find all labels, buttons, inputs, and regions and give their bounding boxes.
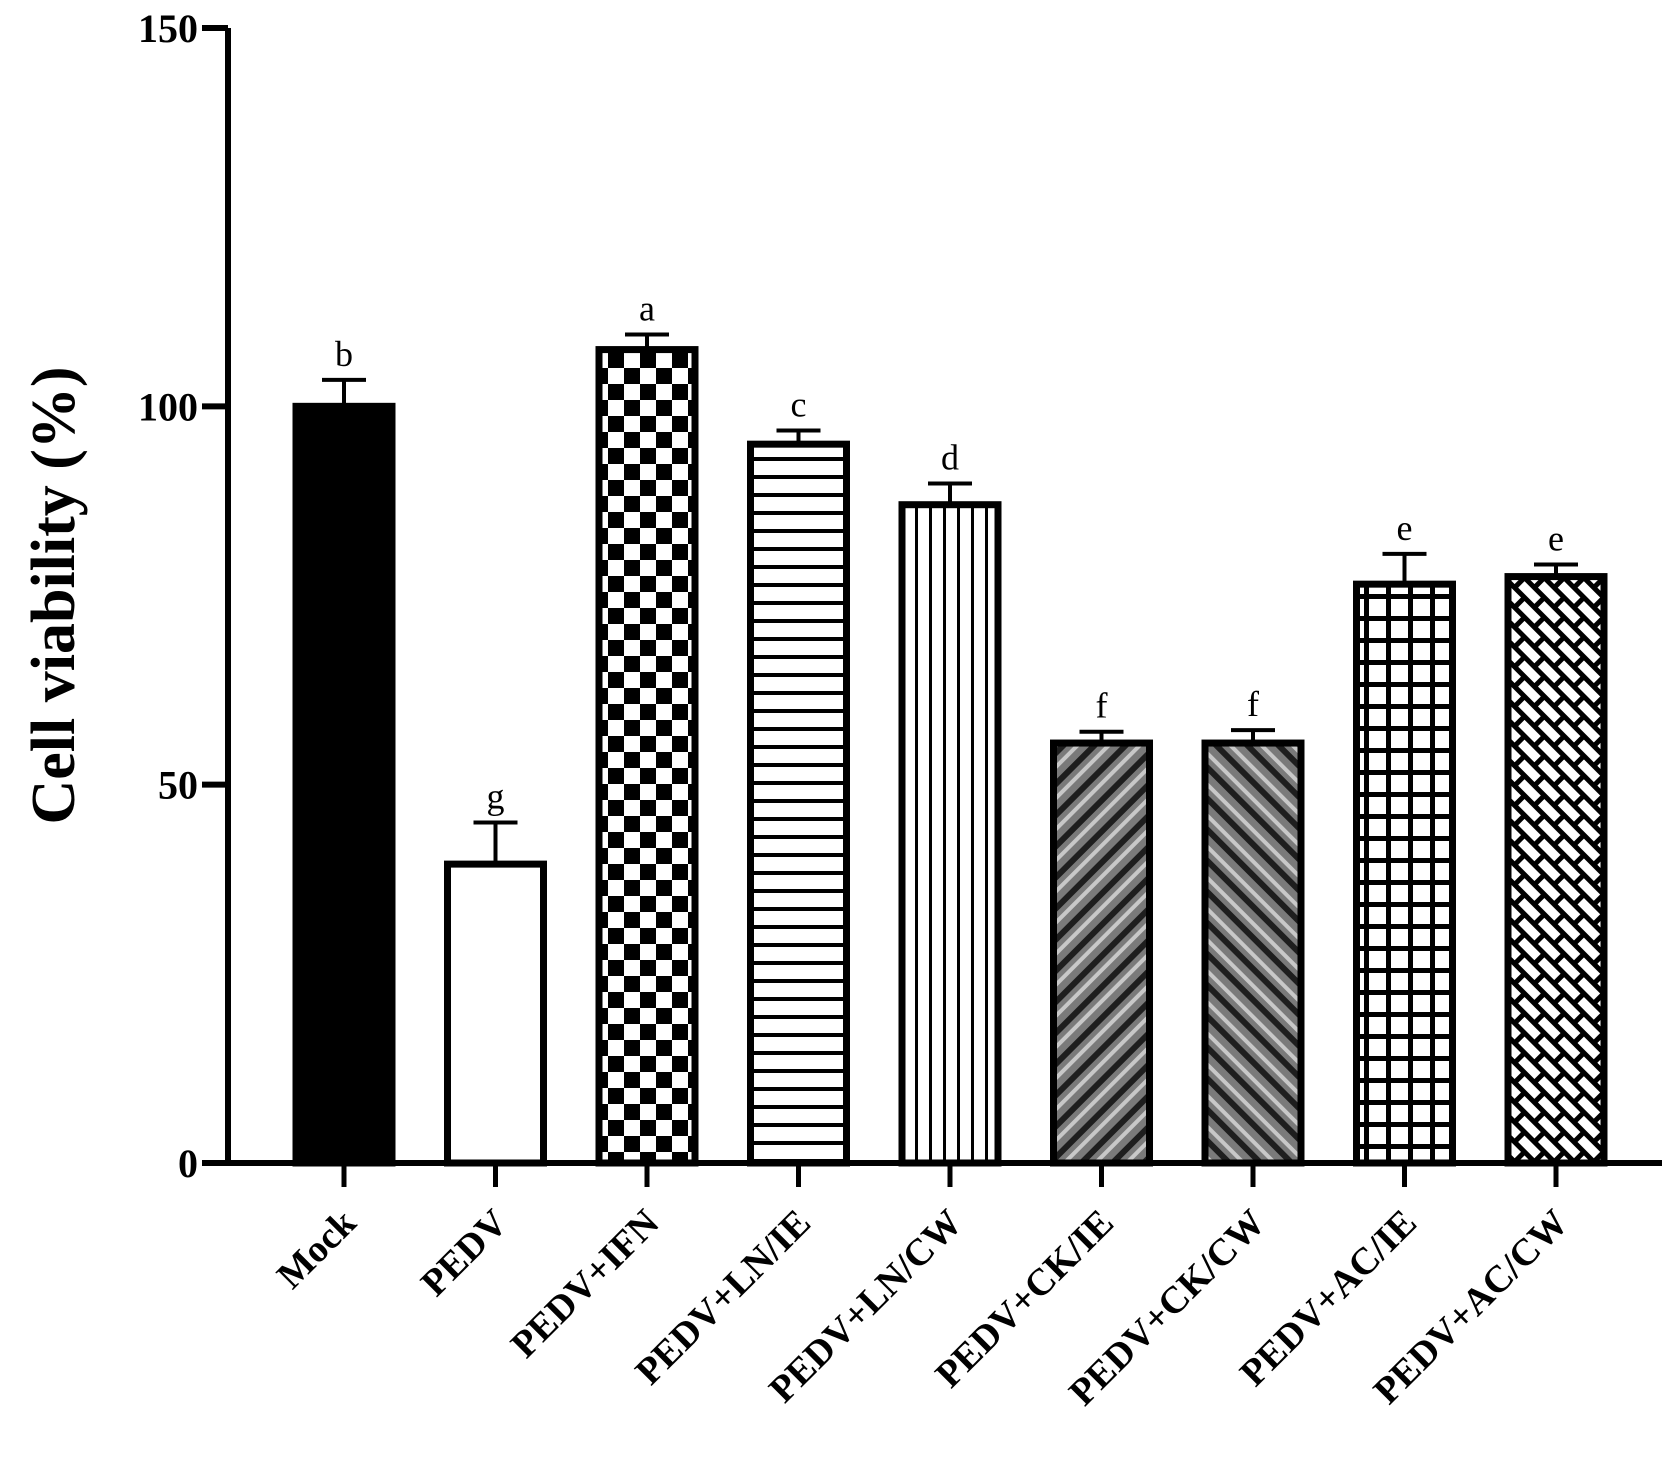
bar-mock bbox=[292, 402, 396, 1167]
bar-pedv-ac-cw bbox=[1504, 573, 1608, 1167]
significance-letter-pedv: g bbox=[487, 777, 505, 817]
bar-pedv-ifn bbox=[595, 346, 699, 1167]
bar-pedv-ac-ie bbox=[1353, 580, 1456, 1167]
x-tick-label-pedv-ifn: PEDV+IFN bbox=[503, 1202, 667, 1366]
significance-letter-pedv-ac-ie: e bbox=[1397, 508, 1413, 548]
x-tick-label-mock: Mock bbox=[269, 1201, 365, 1297]
y-tick-label-50: 50 bbox=[158, 763, 198, 808]
significance-letter-pedv-ln-cw: d bbox=[941, 438, 959, 478]
y-tick-label-100: 100 bbox=[138, 384, 198, 429]
y-axis-title: Cell viability (%) bbox=[20, 366, 88, 824]
bar-pedv-ln-cw bbox=[898, 501, 1002, 1167]
significance-letter-pedv-ifn: a bbox=[639, 288, 655, 328]
bar-pedv bbox=[444, 860, 547, 1167]
bar-pedv-ln-ie bbox=[747, 440, 850, 1167]
y-tick-label-150: 150 bbox=[138, 6, 198, 51]
significance-letter-mock: b bbox=[335, 334, 353, 374]
bar-pedv-ck-cw bbox=[1201, 739, 1305, 1167]
significance-letter-pedv-ck-ie: f bbox=[1096, 686, 1108, 726]
bar-pedv-ck-ie bbox=[1050, 739, 1153, 1167]
significance-letter-pedv-ck-cw: f bbox=[1247, 684, 1259, 724]
y-tick-label-0: 0 bbox=[178, 1141, 198, 1186]
significance-letter-pedv-ac-cw: e bbox=[1548, 518, 1564, 558]
x-tick-label-pedv: PEDV bbox=[413, 1201, 516, 1304]
significance-letter-pedv-ln-ie: c bbox=[791, 385, 807, 425]
